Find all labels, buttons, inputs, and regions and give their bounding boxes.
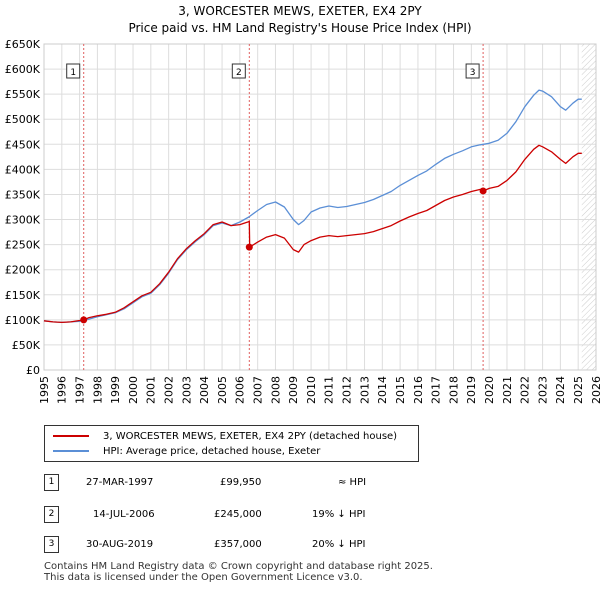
x-tick-label: 2016 bbox=[412, 376, 425, 404]
transaction-marker: 3 bbox=[44, 536, 59, 553]
sale-point bbox=[479, 187, 487, 195]
y-tick-label: £300K bbox=[5, 214, 41, 227]
x-tick-label: 2019 bbox=[465, 376, 478, 404]
transaction-hpi: ≈ HPI bbox=[338, 477, 367, 488]
x-tick-label: 2001 bbox=[145, 376, 158, 404]
legend-swatch-property bbox=[53, 435, 89, 437]
x-tick-label: 2010 bbox=[305, 376, 318, 404]
price-chart: £0 £50K £100K £150K £200K £250K £300K £350K £400… bbox=[5, 38, 600, 404]
legend-label-property: 3, WORCESTER MEWS, EXETER, EX4 2PY (deta… bbox=[103, 430, 398, 442]
x-tick-label: 2012 bbox=[341, 376, 354, 404]
x-tick-label: 2024 bbox=[554, 376, 567, 404]
y-tick-label: £350K bbox=[5, 188, 41, 201]
x-tick-label: 1998 bbox=[91, 376, 104, 404]
transaction-marker: 2 bbox=[44, 506, 59, 523]
chart-subtitle: Price paid vs. HM Land Registry's House … bbox=[128, 21, 472, 35]
x-tick-label: 2006 bbox=[234, 376, 247, 404]
x-tick-label: 2018 bbox=[447, 376, 460, 404]
x-tick-label: 2000 bbox=[127, 376, 140, 404]
x-tick-label: 2026 bbox=[590, 376, 600, 404]
x-tick-label: 1997 bbox=[73, 376, 86, 404]
x-tick-label: 2021 bbox=[501, 376, 514, 404]
y-tick-label: £50K bbox=[12, 339, 41, 352]
transaction-price: £357,000 bbox=[214, 539, 262, 550]
sale-point bbox=[80, 316, 88, 324]
chart-title: 3, WORCESTER MEWS, EXETER, EX4 2PY bbox=[178, 4, 422, 18]
plot-area bbox=[44, 44, 596, 370]
transaction-label: 3 bbox=[470, 68, 476, 78]
x-tick-label: 2003 bbox=[180, 376, 193, 404]
x-tick-label: 2014 bbox=[376, 376, 389, 404]
x-tick-label: 2004 bbox=[198, 376, 211, 404]
transaction-date: 30-AUG-2019 bbox=[86, 539, 154, 550]
transaction-price: £99,950 bbox=[220, 477, 262, 488]
y-tick-label: £400K bbox=[5, 163, 41, 176]
x-tick-label: 2017 bbox=[430, 376, 443, 404]
x-tick-label: 1999 bbox=[109, 376, 122, 404]
x-tick-label: 1995 bbox=[38, 376, 51, 404]
legend-label-hpi: HPI: Average price, detached house, Exet… bbox=[103, 445, 321, 457]
table-row: 2 14-JUL-2006 £245,000 19% ↓ HPI bbox=[44, 506, 424, 524]
x-tick-label: 2023 bbox=[536, 376, 549, 404]
transaction-hpi: 19% ↓ HPI bbox=[312, 509, 366, 520]
table-row: 1 27-MAR-1997 £99,950 ≈ HPI bbox=[44, 474, 424, 492]
y-tick-label: £150K bbox=[5, 289, 41, 302]
table-row: 3 30-AUG-2019 £357,000 20% ↓ HPI bbox=[44, 536, 424, 554]
legend-item-property: 3, WORCESTER MEWS, EXETER, EX4 2PY (deta… bbox=[53, 429, 397, 443]
chart-legend: 3, WORCESTER MEWS, EXETER, EX4 2PY (deta… bbox=[44, 425, 419, 462]
hpi-line bbox=[43, 89, 582, 324]
transaction-hpi: 20% ↓ HPI bbox=[312, 539, 366, 550]
x-tick-label: 2022 bbox=[519, 376, 532, 404]
x-tick-label: 2009 bbox=[287, 376, 300, 404]
y-tick-label: £500K bbox=[5, 113, 41, 126]
footer-copyright: Contains HM Land Registry data © Crown c… bbox=[44, 561, 433, 572]
transaction-label-box bbox=[66, 63, 81, 79]
transaction-date: 27-MAR-1997 bbox=[86, 477, 154, 488]
y-tick-label: £650K bbox=[5, 38, 41, 51]
transaction-label-box bbox=[231, 63, 246, 79]
y-tick-label: £100K bbox=[5, 314, 41, 327]
y-tick-label: £550K bbox=[5, 88, 41, 101]
x-tick-label: 2005 bbox=[216, 376, 229, 404]
x-tick-label: 2020 bbox=[483, 376, 496, 404]
transaction-label-box bbox=[465, 63, 480, 79]
legend-swatch-hpi bbox=[53, 450, 89, 452]
transaction-marker: 1 bbox=[44, 474, 59, 491]
transaction-price: £245,000 bbox=[214, 509, 262, 520]
plot-frame bbox=[43, 43, 597, 371]
x-tick-label: 2013 bbox=[358, 376, 371, 404]
y-tick-label: £250K bbox=[5, 239, 41, 252]
x-tick-label: 2025 bbox=[572, 376, 585, 404]
y-tick-label: £600K bbox=[5, 63, 41, 76]
y-tick-label: £450K bbox=[5, 138, 41, 151]
transaction-label: 1 bbox=[70, 68, 76, 78]
property-price-line bbox=[43, 144, 582, 324]
footer-license: This data is licensed under the Open Gov… bbox=[44, 572, 363, 583]
y-tick-label: £200K bbox=[5, 264, 41, 277]
y-tick-label: £0 bbox=[26, 364, 40, 377]
transaction-label: 2 bbox=[236, 68, 242, 78]
x-tick-label: 2007 bbox=[252, 376, 265, 404]
x-tick-label: 2002 bbox=[162, 376, 175, 404]
transaction-date: 14-JUL-2006 bbox=[93, 509, 155, 520]
x-tick-label: 2015 bbox=[394, 376, 407, 404]
x-tick-label: 1996 bbox=[56, 376, 69, 404]
x-tick-label: 2011 bbox=[323, 376, 336, 404]
x-tick-label: 2008 bbox=[269, 376, 282, 404]
forecast-hatch bbox=[581, 44, 596, 370]
sale-point bbox=[245, 243, 253, 251]
legend-item-hpi: HPI: Average price, detached house, Exet… bbox=[53, 444, 320, 458]
